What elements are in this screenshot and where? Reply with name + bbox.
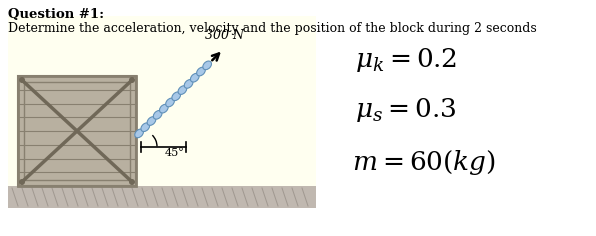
Circle shape: [19, 77, 25, 83]
Text: $m = 60(kg)$: $m = 60(kg)$: [352, 148, 496, 177]
Ellipse shape: [160, 104, 168, 113]
Bar: [8, 16, 316, 208]
Text: $\mu_k = 0.2$: $\mu_k = 0.2$: [355, 46, 457, 74]
Bar: [8, 186, 316, 208]
Text: Determine the acceleration, velocity and the position of the block during 2 seco: Determine the acceleration, velocity and…: [8, 22, 537, 35]
Text: $\mu_s = 0.3$: $\mu_s = 0.3$: [355, 96, 457, 124]
Ellipse shape: [166, 98, 175, 107]
Text: 300 N: 300 N: [206, 29, 244, 42]
Ellipse shape: [203, 61, 212, 70]
Bar: [18, 76, 136, 186]
Ellipse shape: [197, 67, 205, 76]
Ellipse shape: [141, 123, 150, 131]
Bar: [18, 76, 136, 186]
Ellipse shape: [135, 129, 144, 138]
Circle shape: [129, 179, 135, 185]
Ellipse shape: [191, 73, 199, 82]
Ellipse shape: [153, 110, 162, 119]
Ellipse shape: [178, 86, 187, 94]
Text: 45°: 45°: [165, 148, 185, 159]
Circle shape: [19, 179, 25, 185]
Bar: [24, 82, 130, 180]
Ellipse shape: [172, 92, 181, 101]
Text: Question #1:: Question #1:: [8, 8, 104, 21]
Ellipse shape: [184, 80, 193, 88]
Circle shape: [129, 77, 135, 83]
Ellipse shape: [147, 117, 156, 125]
